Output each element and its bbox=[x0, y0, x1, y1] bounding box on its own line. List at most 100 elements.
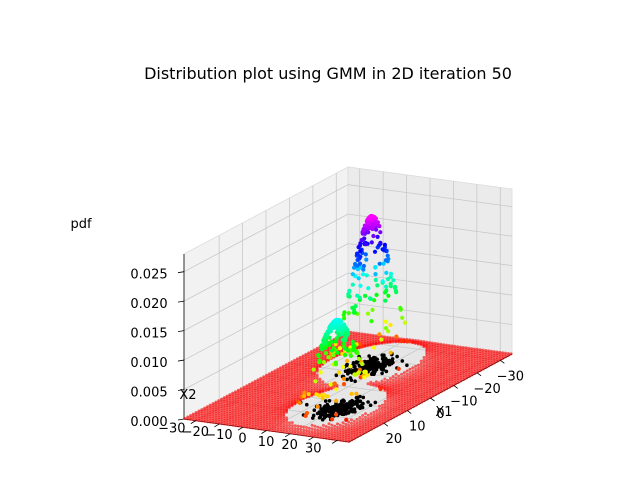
pdf-point bbox=[339, 324, 344, 329]
surface-point bbox=[355, 423, 359, 427]
pdf-point bbox=[313, 379, 318, 384]
surface-point bbox=[430, 355, 434, 359]
surface-point bbox=[366, 416, 370, 420]
surface-point bbox=[186, 417, 190, 421]
surface-point bbox=[319, 435, 323, 439]
surface-point bbox=[386, 408, 390, 412]
surface-point bbox=[279, 430, 283, 434]
surface-point bbox=[203, 419, 207, 423]
surface-point bbox=[305, 426, 308, 429]
pdf-point bbox=[373, 277, 378, 283]
surface-point bbox=[310, 430, 314, 434]
pdf-point bbox=[364, 257, 369, 262]
surface-point bbox=[459, 379, 463, 383]
z-tick-mark bbox=[177, 271, 185, 274]
surface-point bbox=[380, 411, 384, 415]
x-tick-mark bbox=[406, 410, 412, 414]
surface-point bbox=[316, 431, 320, 435]
pdf-point bbox=[297, 400, 302, 406]
surface-point bbox=[273, 429, 277, 433]
pdf-point bbox=[306, 392, 311, 397]
surface-point bbox=[403, 379, 406, 383]
data-point bbox=[317, 415, 322, 420]
surface-point bbox=[237, 424, 241, 428]
surface-point bbox=[422, 358, 426, 362]
surface-point bbox=[338, 423, 342, 427]
surface-point bbox=[428, 354, 432, 358]
surface-point bbox=[456, 381, 460, 384]
data-point bbox=[384, 369, 389, 374]
surface-point bbox=[501, 356, 505, 360]
pdf-point bbox=[383, 326, 389, 331]
z-tick-mark bbox=[177, 300, 185, 303]
surface-point bbox=[330, 429, 334, 433]
surface-point bbox=[296, 424, 300, 428]
surface-point bbox=[347, 420, 351, 424]
pdf-point bbox=[375, 234, 380, 239]
surface-point bbox=[402, 371, 406, 375]
y-tick-mark bbox=[261, 430, 267, 434]
surface-point bbox=[397, 377, 401, 381]
pdf-point bbox=[385, 253, 390, 258]
pdf-point bbox=[303, 413, 308, 418]
surface-point bbox=[383, 402, 387, 406]
surface-point bbox=[336, 422, 339, 426]
pdf-point bbox=[377, 332, 382, 337]
surface-point bbox=[405, 377, 409, 381]
surface-point bbox=[388, 340, 392, 344]
surface-point bbox=[326, 358, 330, 362]
data-point bbox=[372, 372, 376, 377]
surface-point bbox=[411, 374, 415, 378]
surface-point bbox=[419, 362, 423, 366]
surface-point bbox=[293, 424, 297, 428]
surface-point bbox=[414, 341, 417, 345]
surface-point bbox=[372, 413, 376, 417]
surface-point bbox=[416, 363, 420, 367]
surface-point bbox=[389, 409, 393, 413]
pdf-point bbox=[377, 261, 382, 266]
surface-point bbox=[310, 380, 314, 384]
surface-point bbox=[248, 426, 252, 430]
surface-point bbox=[428, 359, 432, 362]
data-point bbox=[382, 353, 386, 358]
x-axis-label: X1 bbox=[435, 405, 452, 420]
pdf-point bbox=[396, 366, 401, 371]
surface-point bbox=[208, 420, 212, 424]
surface-point bbox=[397, 380, 401, 384]
data-point bbox=[400, 359, 405, 363]
surface-point bbox=[322, 436, 325, 440]
surface-point bbox=[350, 418, 353, 422]
surface-point bbox=[414, 373, 418, 376]
pdf-point bbox=[320, 396, 325, 401]
surface-point bbox=[282, 417, 286, 420]
surface-point bbox=[315, 373, 319, 377]
surface-point bbox=[422, 363, 426, 367]
surface-point bbox=[411, 369, 415, 373]
data-point bbox=[355, 361, 359, 365]
surface-point bbox=[361, 422, 365, 426]
surface-point bbox=[369, 343, 372, 347]
y-tick-mark bbox=[308, 436, 314, 441]
surface-point bbox=[425, 360, 429, 364]
pdf-point bbox=[330, 348, 335, 353]
surface-point bbox=[329, 387, 333, 391]
pdf-point bbox=[367, 217, 372, 222]
surface-point bbox=[386, 404, 390, 407]
surface-point bbox=[422, 366, 426, 370]
surface-point bbox=[378, 410, 382, 414]
pdf-point bbox=[357, 261, 363, 266]
surface-point bbox=[462, 378, 466, 381]
surface-point bbox=[290, 424, 294, 428]
pdf-point bbox=[362, 369, 367, 375]
surface-point bbox=[374, 384, 378, 388]
pdf-point bbox=[351, 347, 356, 352]
surface-point bbox=[372, 426, 376, 430]
data-point bbox=[366, 400, 370, 404]
surface-point bbox=[372, 416, 376, 420]
pdf-point bbox=[388, 281, 393, 286]
surface-point bbox=[369, 383, 373, 387]
surface-point bbox=[419, 369, 423, 373]
y-tick-mark bbox=[190, 420, 196, 424]
surface-point bbox=[400, 378, 404, 382]
data-point bbox=[368, 403, 373, 408]
